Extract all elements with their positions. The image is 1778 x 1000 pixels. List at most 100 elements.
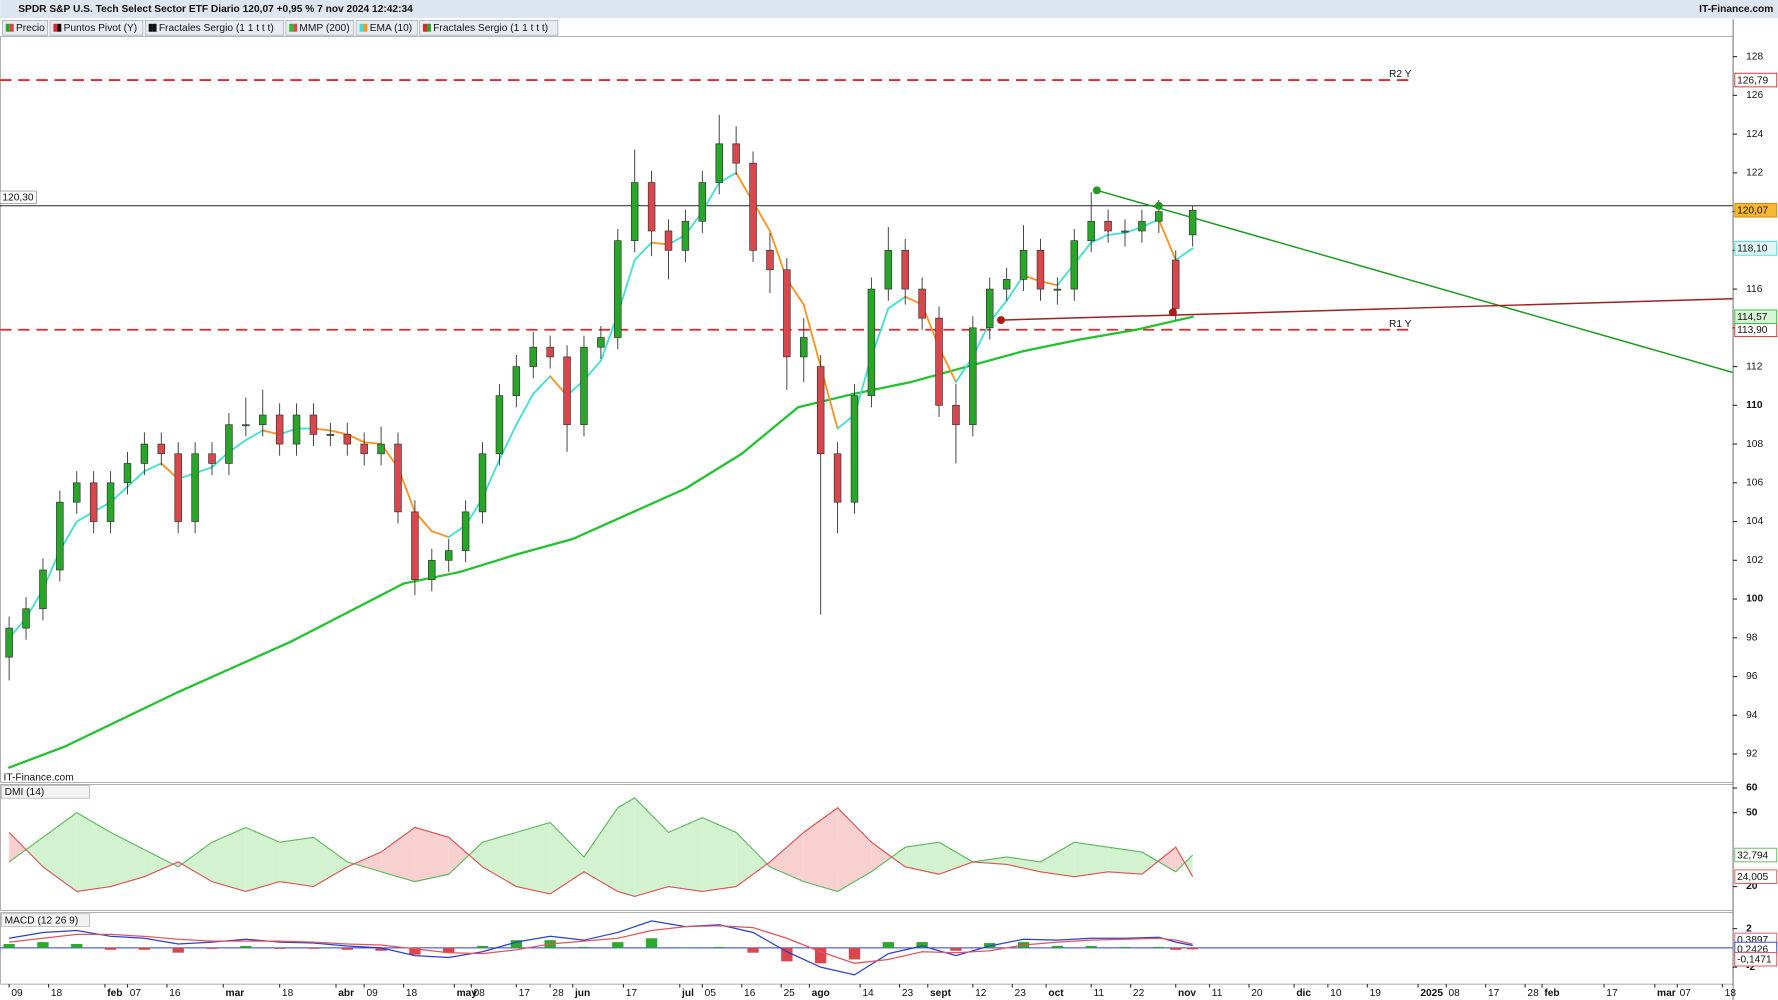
candle-body [681, 220, 690, 251]
y-tick-label: 128 [1746, 51, 1763, 62]
candle-body [918, 288, 926, 319]
series-last-value: 114,57 [1737, 312, 1768, 323]
moving-average [126, 470, 146, 488]
dmi-fill [76, 812, 111, 892]
candle-body [749, 162, 757, 251]
panel-frame [0, 35, 1734, 783]
candle-body [1053, 288, 1062, 291]
candle-body [478, 453, 487, 513]
x-tick-label: 08 [1449, 988, 1461, 999]
x-tick-label: 18 [1725, 988, 1737, 999]
histogram-bar [1170, 947, 1182, 950]
candle-body [630, 182, 639, 242]
candle-body [783, 269, 791, 358]
histogram-bar [578, 946, 590, 948]
legend-swatch [5, 23, 10, 32]
candle-body [225, 424, 233, 464]
candle-body [191, 453, 199, 522]
dmi-fill [516, 822, 551, 894]
candle-body [698, 182, 707, 222]
dmi-fill [354, 852, 382, 872]
dmi-fill [617, 797, 635, 897]
candle-body [1104, 220, 1112, 232]
candle-body [580, 346, 588, 426]
legend-button[interactable] [144, 20, 284, 36]
y-tick-label: 2 [1746, 923, 1752, 934]
dmi-fill [803, 807, 838, 892]
y-tick-label: 92 [1746, 749, 1758, 760]
fractal [1168, 308, 1177, 317]
histogram-bar [476, 945, 489, 948]
candle-body [1019, 250, 1028, 280]
histogram-bar [104, 947, 117, 950]
candle-body [512, 366, 521, 396]
candle-body [377, 443, 385, 455]
y-tick-label: 96 [1746, 671, 1758, 682]
x-tick-label: feb [107, 988, 122, 999]
candle-body [292, 414, 301, 445]
legend-label: Fractales Sergio (1 1 t t t) [159, 23, 274, 34]
candle-body [901, 250, 909, 290]
macd-last-value: 0,3897 [1737, 935, 1768, 946]
indicator-line [9, 925, 1193, 964]
x-tick-label: 11 [1093, 988, 1104, 999]
candle-body [174, 453, 182, 522]
panel-title: MACD (12 26 9) [5, 915, 79, 926]
histogram-bar [206, 947, 218, 949]
histogram-bar [273, 947, 286, 949]
moving-average [143, 462, 163, 473]
moving-average [532, 375, 552, 395]
dmi-fill [1175, 847, 1185, 872]
fractal [997, 316, 1005, 325]
moving-average [853, 380, 912, 395]
histogram-bar [1153, 946, 1165, 948]
x-tick-label: mar [1657, 988, 1676, 999]
dmi-last-value: 32,794 [1737, 850, 1768, 861]
moving-average [796, 392, 856, 409]
candle-body [597, 337, 605, 348]
dmi-fill [1074, 842, 1109, 877]
dmi-fill [313, 837, 348, 887]
histogram-bar [307, 947, 320, 949]
x-tick-label: 09 [11, 988, 23, 999]
candle-body [360, 443, 368, 455]
histogram-bar [375, 947, 387, 951]
dmi-fill [736, 832, 768, 887]
candle-body [1121, 230, 1129, 233]
legend-button[interactable] [49, 20, 144, 36]
x-tick-label: 11 [1212, 988, 1223, 999]
legend-button[interactable] [285, 20, 355, 36]
x-tick-label: 17 [1488, 988, 1500, 999]
histogram-bar [645, 938, 658, 948]
dmi-fill [42, 812, 77, 892]
candle-body [986, 288, 994, 329]
moving-average [1078, 328, 1138, 341]
y-tick-label: 104 [1746, 516, 1763, 527]
histogram-bar [848, 947, 861, 960]
histogram-bar [409, 947, 421, 955]
y-tick-label: 20 [1746, 881, 1758, 892]
legend-button[interactable] [355, 20, 418, 36]
candle-body [22, 608, 30, 629]
candle-body [461, 511, 470, 551]
x-tick-label: 22 [1133, 988, 1145, 999]
candle-body [1070, 240, 1079, 290]
legend-button[interactable] [419, 20, 559, 36]
moving-average [571, 512, 631, 541]
dmi-fill [550, 822, 584, 894]
dmi-fill [448, 837, 470, 875]
candle-body [1002, 279, 1011, 290]
candle-body [1036, 250, 1045, 290]
legend-swatch [152, 23, 157, 32]
x-tick-label: 16 [169, 988, 181, 999]
panel-title-box [0, 785, 90, 799]
candle-body [411, 511, 419, 581]
y-tick-label: 106 [1746, 478, 1763, 489]
dmi-fill [668, 817, 703, 892]
moving-average [7, 745, 67, 769]
moving-average [633, 241, 653, 261]
candle-body [816, 366, 825, 455]
candle-body [495, 395, 504, 455]
histogram-bar [1119, 946, 1131, 948]
